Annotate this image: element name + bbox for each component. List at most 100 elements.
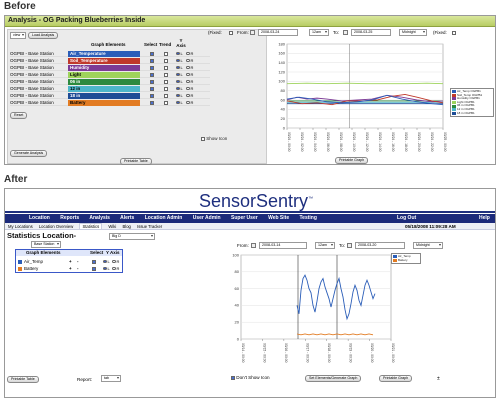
- x-tick-label: 03/24 - 20:00: [417, 132, 421, 152]
- y-tick-label: 80: [235, 269, 240, 274]
- trend-checkbox[interactable]: [164, 100, 168, 105]
- before-fixed-checkbox-1[interactable]: [229, 31, 233, 35]
- x-tick-label: 03/24 - 18:00: [404, 132, 408, 152]
- subnav-statistics[interactable]: Statistics: [79, 223, 103, 230]
- select-checkbox[interactable]: [92, 266, 96, 271]
- before-from-label: From:: [237, 30, 249, 35]
- help-link[interactable]: Help: [479, 215, 490, 221]
- axis-right-radio[interactable]: [186, 100, 190, 105]
- select-checkbox[interactable]: [150, 86, 154, 91]
- subnav-location-overview[interactable]: Location Overview: [38, 224, 74, 229]
- legend-swatch: [452, 104, 456, 108]
- view-select[interactable]: view: [10, 32, 26, 39]
- before-from-date-input[interactable]: 2008-03-24: [258, 29, 298, 36]
- trend-checkbox[interactable]: [164, 86, 168, 91]
- logout-link[interactable]: Log Out: [397, 215, 417, 221]
- before-printable-graph-button[interactable]: Printable Graph: [335, 157, 369, 164]
- axis-left-radio[interactable]: [176, 72, 180, 77]
- select-checkbox[interactable]: [150, 65, 154, 70]
- after-printable-graph-button[interactable]: Printable Graph: [379, 375, 413, 382]
- before-select-header: Select: [144, 42, 158, 47]
- nav-location[interactable]: Location: [29, 215, 50, 221]
- before-from-time-select[interactable]: 12am: [309, 29, 329, 36]
- add-icon[interactable]: +: [69, 259, 72, 264]
- x-tick-label: 03/15 - 00:00: [263, 343, 267, 363]
- axis-left-radio[interactable]: [176, 93, 180, 98]
- axis-right-radio[interactable]: [186, 72, 190, 77]
- before-to-calendar-icon[interactable]: [343, 30, 348, 35]
- after-from-time-select[interactable]: 12am: [315, 242, 335, 249]
- select-checkbox[interactable]: [150, 79, 154, 84]
- dont-show-icon-checkbox[interactable]: [231, 375, 235, 380]
- axis-right-radio[interactable]: [186, 86, 190, 91]
- nav-user-admin[interactable]: User Admin: [192, 215, 221, 221]
- select-checkbox[interactable]: [92, 259, 96, 264]
- report-select[interactable]: tab: [101, 375, 121, 382]
- before-to-time-select[interactable]: Midnight: [399, 29, 427, 36]
- trend-checkbox[interactable]: [164, 72, 168, 77]
- subnav-my-locations[interactable]: My Locations: [8, 224, 33, 229]
- before-to-date-input[interactable]: 2008-03-25: [351, 29, 391, 36]
- select-checkbox[interactable]: [150, 100, 154, 105]
- nav-analysis[interactable]: Analysis: [89, 215, 110, 221]
- axis-right-radio[interactable]: [112, 266, 116, 271]
- axis-left-radio[interactable]: [103, 259, 107, 264]
- before-from-calendar-icon[interactable]: [250, 30, 255, 35]
- subnav-issue-tracker[interactable]: Issue Tracker: [137, 224, 163, 229]
- before-printable-table-button[interactable]: Printable Table: [120, 158, 152, 165]
- set-elements-generate-button[interactable]: Set Elements/Generate Graph: [305, 375, 362, 382]
- generate-analysis-button[interactable]: Generate Analysis: [10, 150, 48, 157]
- remove-icon[interactable]: -: [77, 259, 79, 264]
- remove-icon[interactable]: -: [77, 266, 79, 271]
- trend-checkbox[interactable]: [164, 65, 168, 70]
- axis-left-radio[interactable]: [103, 266, 107, 271]
- x-tick-label: 03/24 - 10:00: [352, 132, 356, 152]
- trend-checkbox[interactable]: [164, 79, 168, 84]
- after-printable-table-button[interactable]: Printable Table: [7, 376, 39, 383]
- nav-web-site[interactable]: Web Site: [268, 215, 290, 221]
- show-icon-checkbox[interactable]: [201, 136, 205, 141]
- after-chart: 100 80 60 40 20 003/14 - 00:00 03/15 - 00:00 03…: [232, 252, 395, 363]
- axis-right-radio[interactable]: [112, 259, 116, 264]
- after-to-time-select[interactable]: Midnight: [413, 242, 443, 249]
- location-select[interactable]: Big D: [109, 233, 155, 240]
- axis-left-radio[interactable]: [176, 100, 180, 105]
- trend-checkbox[interactable]: [164, 51, 168, 56]
- axis-right-radio[interactable]: [186, 58, 190, 63]
- after-to-date-input[interactable]: 2008-03-20: [355, 242, 405, 249]
- subnav-blog[interactable]: Blog: [122, 224, 131, 229]
- load-analysis-button[interactable]: Load Analysis: [28, 32, 59, 39]
- nav-location-admin[interactable]: Location Admin: [144, 215, 183, 221]
- axis-left-radio[interactable]: [176, 65, 180, 70]
- nav-testing[interactable]: Testing: [299, 215, 317, 221]
- station-select[interactable]: Base Station: [31, 241, 61, 248]
- axis-left-radio[interactable]: [176, 51, 180, 56]
- before-fixed-checkbox-2[interactable]: [452, 31, 456, 35]
- subnav-wiki[interactable]: Wiki: [108, 224, 117, 229]
- after-to-calendar-icon[interactable]: [347, 243, 352, 248]
- y-tick-label: 60: [281, 97, 286, 102]
- axis-left-radio[interactable]: [176, 79, 180, 84]
- axis-left-radio[interactable]: [176, 86, 180, 91]
- nav-super-user[interactable]: Super User: [231, 215, 258, 221]
- axis-left-radio[interactable]: [176, 58, 180, 63]
- reset-button[interactable]: Reset: [10, 112, 28, 119]
- axis-right-radio[interactable]: [186, 93, 190, 98]
- series-swatch: [18, 266, 22, 271]
- nav-reports[interactable]: Reports: [60, 215, 80, 221]
- legend-label: Battery: [398, 257, 408, 262]
- trend-checkbox[interactable]: [164, 58, 168, 63]
- after-from-date-input[interactable]: 2008-03-14: [259, 242, 307, 249]
- select-checkbox[interactable]: [150, 51, 154, 56]
- axis-right-radio[interactable]: [186, 65, 190, 70]
- element-cell: Air_Temperature: [68, 50, 140, 57]
- nav-alerts[interactable]: Alerts: [120, 215, 135, 221]
- axis-right-radio[interactable]: [186, 79, 190, 84]
- select-checkbox[interactable]: [150, 72, 154, 77]
- add-icon[interactable]: +: [69, 266, 72, 271]
- after-from-calendar-icon[interactable]: [251, 243, 256, 248]
- select-checkbox[interactable]: [150, 93, 154, 98]
- trend-checkbox[interactable]: [164, 93, 168, 98]
- axis-right-radio[interactable]: [186, 51, 190, 56]
- select-checkbox[interactable]: [150, 58, 154, 63]
